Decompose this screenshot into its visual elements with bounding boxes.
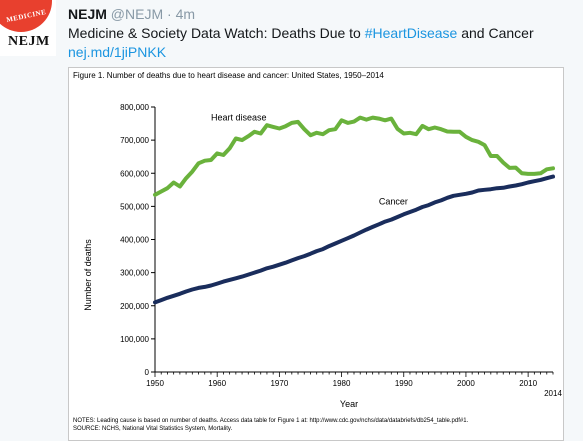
display-name[interactable]: NEJM bbox=[68, 6, 107, 22]
y-tick-label: 200,000 bbox=[120, 302, 149, 311]
y-tick-label: 300,000 bbox=[120, 269, 149, 278]
x-tick-label: 1960 bbox=[208, 379, 226, 388]
series-line-cancer bbox=[153, 174, 555, 305]
x-tick-label: 1950 bbox=[146, 379, 164, 388]
x-tick-label: 2010 bbox=[519, 379, 537, 388]
series-label-heart-disease: Heart disease bbox=[211, 112, 267, 122]
figure-notes: NOTES: Leading cause is based on number … bbox=[73, 417, 468, 433]
figure-title: Figure 1. Number of deaths due to heart … bbox=[73, 71, 384, 80]
separator: · bbox=[167, 6, 172, 22]
avatar-logo-text: NEJM bbox=[8, 34, 50, 49]
user-handle[interactable]: @NEJM bbox=[110, 6, 164, 22]
tweet-text: Medicine & Society Data Watch: Deaths Du… bbox=[68, 24, 573, 62]
y-tick-label: 700,000 bbox=[120, 136, 149, 145]
x-tick-label: 1980 bbox=[333, 379, 351, 388]
y-tick-label: 0 bbox=[145, 368, 150, 377]
tweet-header: NEJM @NEJM · 4m bbox=[68, 6, 195, 22]
timestamp[interactable]: 4m bbox=[175, 6, 196, 22]
y-axis-label: Number of deaths bbox=[83, 239, 93, 311]
y-tick-label: 600,000 bbox=[120, 169, 149, 178]
tweet-url-link[interactable]: nej.md/1jiPNKK bbox=[68, 44, 167, 60]
y-tick-label: 800,000 bbox=[120, 103, 149, 112]
hashtag-link[interactable]: #HeartDisease bbox=[364, 25, 458, 41]
x-tick-label: 2000 bbox=[457, 379, 475, 388]
tweet-text-start: Medicine & Society Data Watch: Deaths Du… bbox=[68, 25, 365, 41]
avatar[interactable]: MEDICINE NEJM bbox=[0, 0, 56, 56]
chart: Number of deaths Year 0 100,000 200,000 300… bbox=[83, 103, 562, 409]
figure-image[interactable]: Figure 1. Number of deaths due to heart … bbox=[68, 67, 564, 441]
series-line-heart-disease bbox=[153, 115, 555, 197]
source-line: SOURCE: NCHS, National Vital Statistics … bbox=[73, 426, 233, 432]
x-tick-label: 1970 bbox=[270, 379, 288, 388]
x-tick-label: 1990 bbox=[395, 379, 413, 388]
y-tick-label: 400,000 bbox=[120, 236, 149, 245]
tweet-text-end: and Cancer bbox=[457, 25, 534, 41]
y-tick-label: 500,000 bbox=[120, 202, 149, 211]
series-label-cancer: Cancer bbox=[379, 197, 408, 207]
x-tick-label-2014: 2014 bbox=[544, 389, 562, 398]
notes-line: NOTES: Leading cause is based on number … bbox=[73, 418, 469, 424]
y-tick-label: 100,000 bbox=[120, 335, 149, 344]
x-axis-label: Year bbox=[340, 399, 358, 409]
